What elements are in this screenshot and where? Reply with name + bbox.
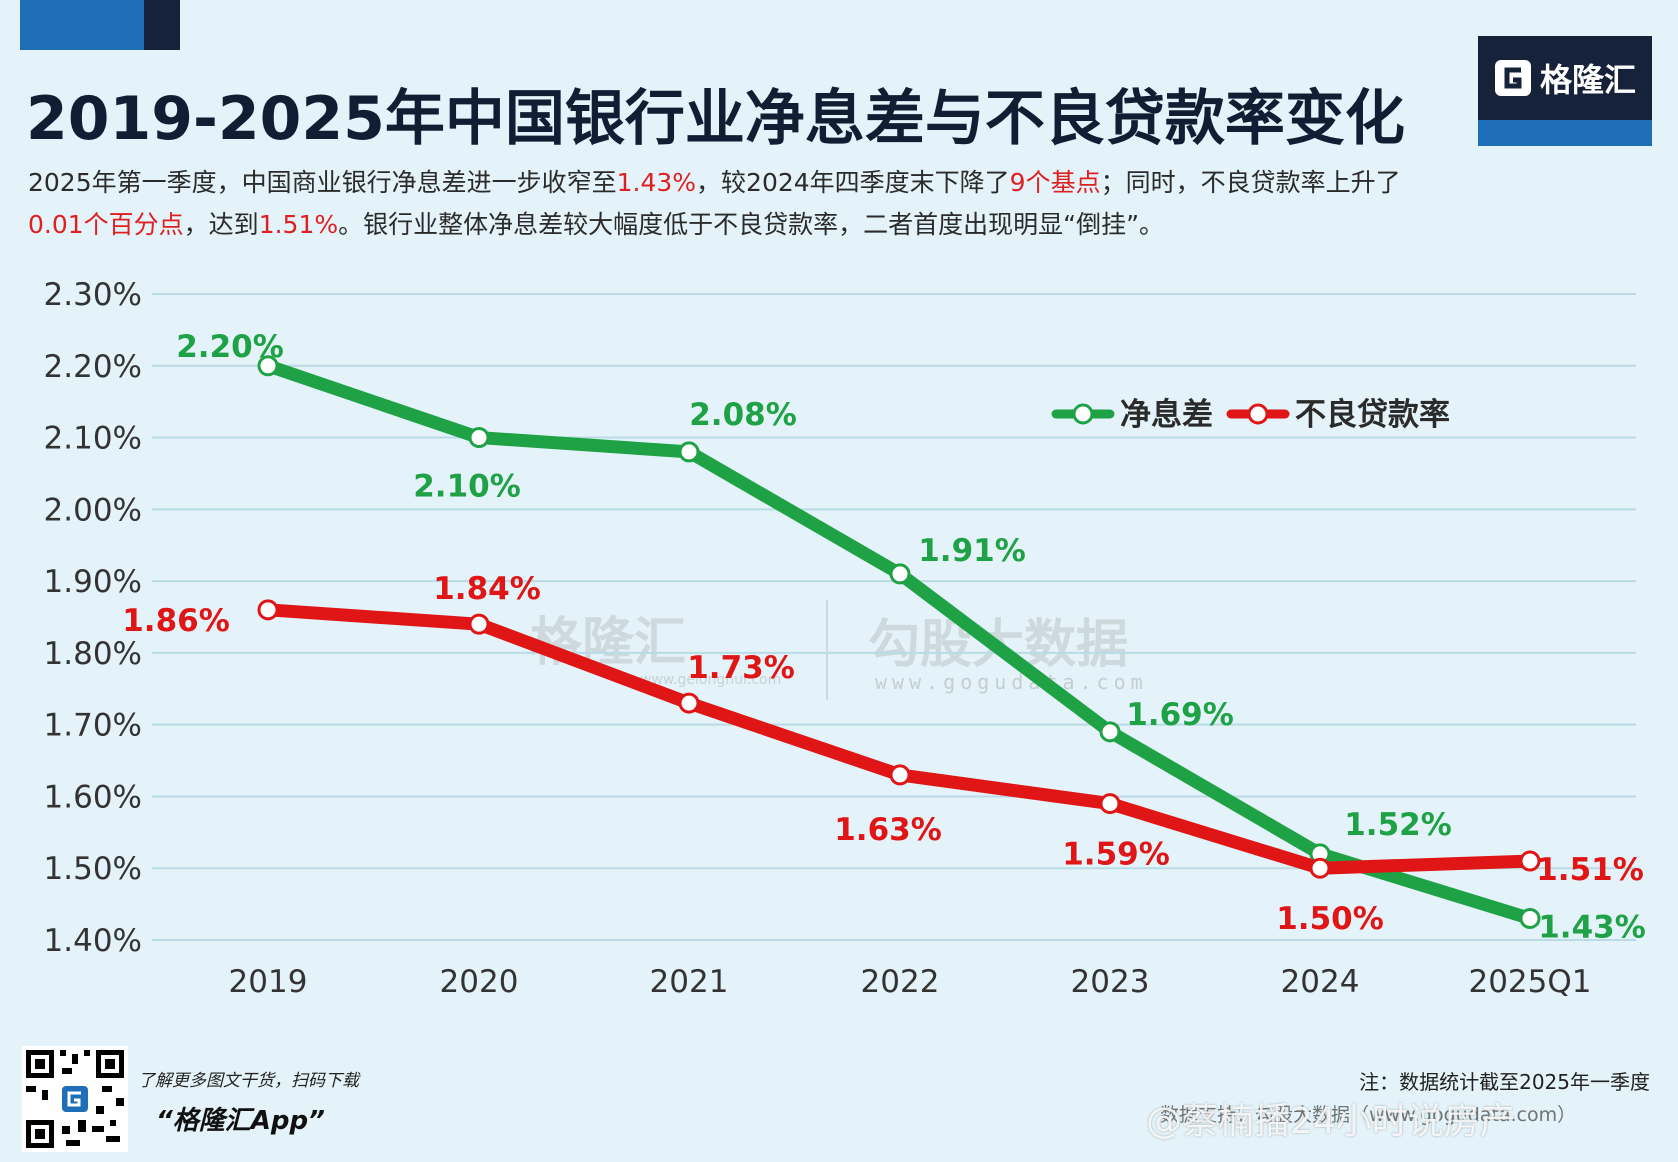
data-label: 2.20%: [176, 329, 284, 365]
watermark-divider: [826, 600, 828, 700]
legend-marker: [1072, 403, 1094, 425]
data-label: 1.91%: [918, 533, 1026, 569]
y-tick-label: 1.60%: [44, 779, 142, 815]
data-point: [889, 563, 911, 585]
data-label: 1.59%: [1062, 837, 1170, 873]
data-point: [678, 692, 700, 714]
promo-text: 了解更多图文干货，扫码下载: [138, 1071, 359, 1091]
x-tick-label: 2021: [650, 964, 729, 1000]
y-tick-label: 2.30%: [44, 277, 142, 313]
y-tick-label: 2.10%: [44, 421, 142, 457]
data-point: [889, 764, 911, 786]
watermark-gelonghui-url: www.gelonghui.com: [640, 672, 782, 688]
subtitle-highlight-npl: 1.51%: [258, 210, 339, 239]
data-point: [257, 355, 279, 377]
qr-code[interactable]: [22, 1046, 128, 1152]
y-tick-label: 1.70%: [44, 708, 142, 744]
x-tick-label: 2023: [1071, 964, 1150, 1000]
data-source: 数据支持：勾股大数据（www.gogudata.com）: [1160, 1104, 1577, 1126]
legend-label: 不良贷款率: [1295, 397, 1450, 433]
data-point: [1519, 907, 1541, 929]
subtitle-highlight-bps: 9个基点: [1009, 168, 1101, 197]
data-label: 2.08%: [689, 397, 797, 433]
data-label: 1.73%: [687, 650, 795, 686]
subtitle-text-4: ，达到: [183, 210, 259, 239]
data-label: 1.50%: [1276, 901, 1384, 937]
page-title: 2019-2025年中国银行业净息差与不良贷款率变化: [26, 84, 1405, 154]
watermark-gelonghui-logo: 格隆汇: [530, 613, 687, 673]
promo-app-name: “格隆汇App”: [156, 1106, 325, 1136]
chart-legend: 净息差 不良贷款率: [1051, 397, 1450, 433]
brand-logo-strip: [1478, 120, 1652, 146]
legend-marker: [1247, 403, 1269, 425]
data-label: 1.51%: [1536, 852, 1644, 888]
y-tick-label: 2.20%: [44, 349, 142, 385]
data-point: [1099, 793, 1121, 815]
brand-logo-panel: 格隆汇: [1478, 36, 1652, 120]
data-point: [1099, 721, 1121, 743]
y-tick-label: 1.50%: [44, 851, 142, 887]
chart-data-labels: 2.20% 2.10% 2.08% 1.91% 1.69% 1.52% 1.43% 1.86%…: [122, 329, 1646, 946]
subtitle-text-1: 2025年第一季度，中国商业银行净息差进一步收窄至: [28, 168, 617, 197]
x-tick-label: 2019: [229, 964, 308, 1000]
weibo-watermark: @蔡楠播24小时说房产: [1146, 1101, 1516, 1142]
data-label: 1.43%: [1538, 909, 1646, 945]
brand-g-icon: [1494, 60, 1531, 96]
data-label: 1.84%: [433, 571, 541, 607]
data-point: [257, 599, 279, 621]
data-point: [468, 427, 490, 449]
x-tick-label: 2020: [440, 964, 519, 1000]
data-point: [468, 613, 490, 635]
subtitle-text-5: 。银行业整体净息差较大幅度低于不良贷款率，二者首度出现明显“倒挂”。: [338, 210, 1165, 239]
chart-axes: 2.30% 2.20% 2.10% 2.00% 1.90% 1.80% 1.70% 1.60%…: [44, 277, 1592, 1000]
data-point: [1309, 857, 1331, 879]
data-label: 1.52%: [1344, 807, 1452, 843]
brand-logo-text: 格隆汇: [1539, 61, 1636, 99]
x-tick-label: 2022: [861, 964, 940, 1000]
watermark-gogu-url: www.gogudata.com: [875, 670, 1148, 694]
brand-logo: 格隆汇: [1478, 36, 1652, 146]
subtitle-text-3: ；同时，不良贷款率上升了: [1100, 168, 1401, 197]
x-tick-label: 2025Q1: [1468, 964, 1591, 1000]
subtitle-text-2: ，较2024年四季度末下降了: [696, 168, 1010, 197]
data-label: 1.86%: [122, 603, 230, 639]
subtitle-highlight-pct: 0.01个百分点: [28, 210, 184, 239]
data-point: [678, 441, 700, 463]
top-accent-dark: [144, 0, 180, 50]
y-tick-label: 2.00%: [44, 492, 142, 528]
legend-label: 净息差: [1120, 397, 1213, 433]
data-label: 1.63%: [834, 812, 942, 848]
chart-series: [257, 355, 1541, 929]
qr-code-icon: [26, 1050, 124, 1148]
top-accent-blue: [20, 0, 144, 50]
y-tick-label: 1.40%: [44, 923, 142, 959]
data-point: [1519, 850, 1541, 872]
x-tick-label: 2024: [1281, 964, 1360, 1000]
page-subtitle: 2025年第一季度，中国商业银行净息差进一步收窄至1.43%，较2024年四季度…: [28, 162, 1448, 246]
data-note: 注：数据统计截至2025年一季度: [1359, 1070, 1650, 1094]
subtitle-highlight-nim: 1.43%: [616, 168, 697, 197]
data-label: 1.69%: [1126, 697, 1234, 733]
data-label: 2.10%: [413, 469, 521, 505]
y-tick-label: 1.80%: [44, 636, 142, 672]
y-tick-label: 1.90%: [44, 564, 142, 600]
